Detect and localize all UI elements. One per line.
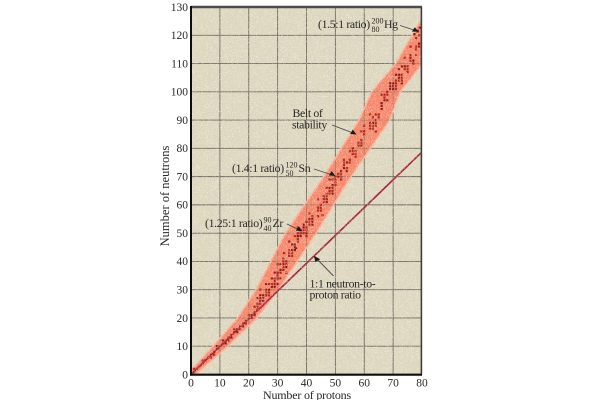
svg-text:50: 50 <box>330 378 342 390</box>
svg-text:(1.5:1 ratio): (1.5:1 ratio) <box>318 17 370 31</box>
svg-text:(1.25:1 ratio): (1.25:1 ratio) <box>205 216 263 230</box>
svg-text:100: 100 <box>171 87 189 99</box>
svg-text:(1.4:1 ratio): (1.4:1 ratio) <box>232 161 284 175</box>
svg-text:Zr: Zr <box>273 216 284 230</box>
svg-text:20: 20 <box>177 313 189 325</box>
svg-text:120: 120 <box>286 161 298 170</box>
svg-text:90: 90 <box>264 216 272 225</box>
svg-text:Number of protons: Number of protons <box>263 388 351 400</box>
svg-text:stability: stability <box>292 118 327 132</box>
svg-text:130: 130 <box>171 2 189 14</box>
svg-text:90: 90 <box>177 115 189 127</box>
svg-text:80: 80 <box>177 143 189 155</box>
svg-text:Belt of: Belt of <box>293 106 323 120</box>
svg-text:0: 0 <box>182 369 188 381</box>
svg-text:70: 70 <box>177 171 189 183</box>
svg-text:10: 10 <box>177 341 189 353</box>
svg-text:30: 30 <box>272 378 284 390</box>
svg-text:0: 0 <box>188 378 194 390</box>
svg-text:1:1 neutron-to-: 1:1 neutron-to- <box>310 276 376 290</box>
svg-text:60: 60 <box>358 378 370 390</box>
svg-text:40: 40 <box>264 224 272 233</box>
svg-text:20: 20 <box>243 378 255 390</box>
svg-text:110: 110 <box>171 58 188 70</box>
svg-text:60: 60 <box>177 200 189 212</box>
svg-text:30: 30 <box>177 285 189 297</box>
svg-text:200: 200 <box>372 17 384 26</box>
svg-text:proton ratio: proton ratio <box>310 287 362 301</box>
svg-text:Sn: Sn <box>299 161 311 175</box>
svg-text:70: 70 <box>387 378 399 390</box>
svg-text:50: 50 <box>286 169 294 178</box>
svg-text:Number of neutrons: Number of neutrons <box>158 146 172 247</box>
svg-text:80: 80 <box>416 378 428 390</box>
svg-text:10: 10 <box>214 378 226 390</box>
svg-text:80: 80 <box>372 25 380 34</box>
svg-text:120: 120 <box>171 30 189 42</box>
svg-text:40: 40 <box>177 256 189 268</box>
svg-text:40: 40 <box>301 378 313 390</box>
svg-text:50: 50 <box>177 228 189 240</box>
svg-text:Hg: Hg <box>384 17 398 31</box>
